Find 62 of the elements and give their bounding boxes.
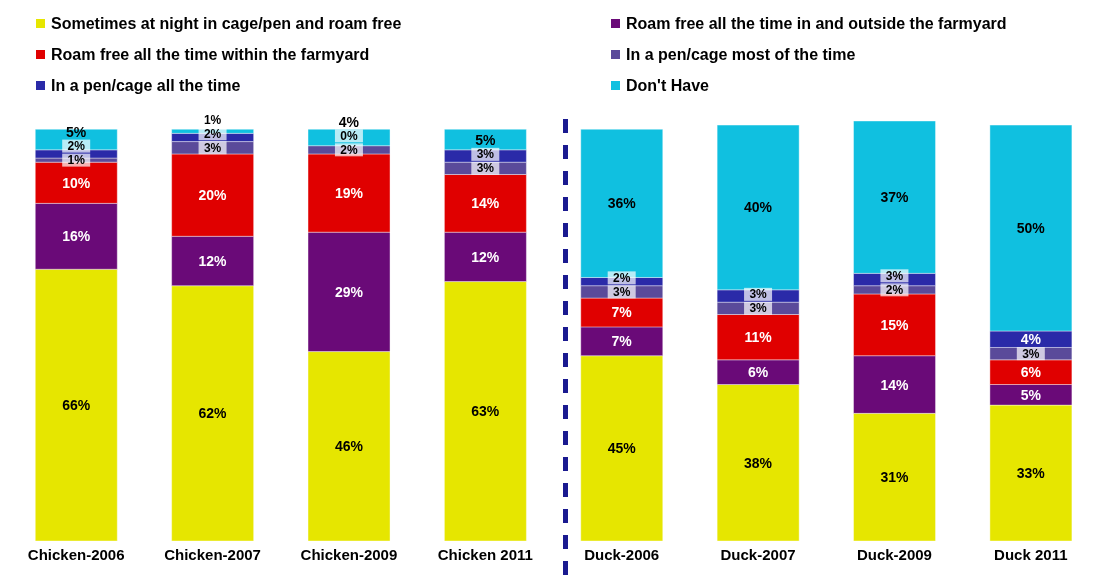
data-label: 2%	[885, 282, 904, 297]
data-label: 7%	[611, 333, 633, 350]
data-label: 31%	[880, 469, 909, 486]
data-label: 3%	[885, 268, 904, 283]
data-label: 6%	[1020, 364, 1042, 381]
data-label: 29%	[334, 283, 364, 300]
x-tick-label: Duck-2007	[720, 545, 796, 563]
data-label: 62%	[198, 405, 228, 422]
x-tick-label: Duck 2011	[994, 545, 1068, 563]
data-label: 14%	[471, 195, 500, 212]
x-tick-label: Duck-2006	[584, 545, 660, 563]
x-tick-label: Chicken-2006	[27, 545, 125, 563]
data-label: 5%	[1020, 386, 1042, 403]
data-label: 38%	[744, 454, 773, 471]
data-label: 3%	[613, 284, 631, 299]
data-label: 1%	[67, 153, 86, 168]
data-label: 3%	[749, 287, 768, 302]
data-label: 3%	[1022, 346, 1040, 361]
data-label: 4%	[338, 113, 360, 130]
data-label: 40%	[744, 199, 773, 216]
data-label: 46%	[334, 438, 364, 455]
data-label: 16%	[62, 228, 91, 245]
data-label: 5%	[66, 124, 87, 141]
data-label: 45%	[607, 440, 637, 457]
data-label: 3%	[476, 161, 495, 176]
data-label: 2%	[203, 126, 222, 141]
data-label: 4%	[1020, 331, 1042, 348]
x-tick-label: Chicken 2011	[437, 545, 533, 563]
data-label: 11%	[744, 329, 773, 346]
data-label: 63%	[471, 403, 500, 420]
data-label: 14%	[880, 376, 909, 393]
data-label: 12%	[471, 248, 500, 265]
data-label: 36%	[607, 195, 637, 212]
data-label: 3%	[749, 301, 768, 316]
data-label: 0%	[340, 128, 358, 143]
legend-label: In a pen/cage all the time	[51, 76, 241, 95]
legend-label: Sometimes at night in cage/pen and roam free	[51, 14, 402, 33]
data-label: 19%	[334, 185, 364, 202]
data-label: 66%	[62, 397, 91, 414]
x-tick-label: Chicken-2009	[300, 545, 398, 563]
data-label: 15%	[880, 316, 909, 333]
data-label: 10%	[62, 174, 91, 191]
data-label: 6%	[747, 364, 769, 381]
data-label: 2%	[613, 270, 631, 285]
legend-label: Roam free all the time in and outside the farmyard	[626, 14, 1007, 33]
data-label: 20%	[198, 187, 228, 204]
data-label: 3%	[476, 147, 495, 162]
data-label: 3%	[203, 140, 222, 155]
data-label: 7%	[611, 304, 633, 321]
legend-label: In a pen/cage most of the time	[626, 45, 856, 64]
data-label: 2%	[67, 139, 86, 154]
data-label: 37%	[880, 189, 909, 206]
legend-label: Roam free all the time within the farmyard	[51, 45, 370, 64]
data-label: 5%	[475, 131, 496, 148]
data-label: 50%	[1016, 220, 1046, 237]
data-label: 2%	[340, 142, 358, 157]
data-label: 1%	[203, 112, 222, 127]
data-label: 33%	[1016, 465, 1046, 482]
x-tick-label: Duck-2009	[856, 545, 932, 563]
legend-label: Don't Have	[626, 76, 709, 95]
x-tick-label: Chicken-2007	[164, 545, 261, 563]
data-label: 12%	[198, 253, 228, 269]
